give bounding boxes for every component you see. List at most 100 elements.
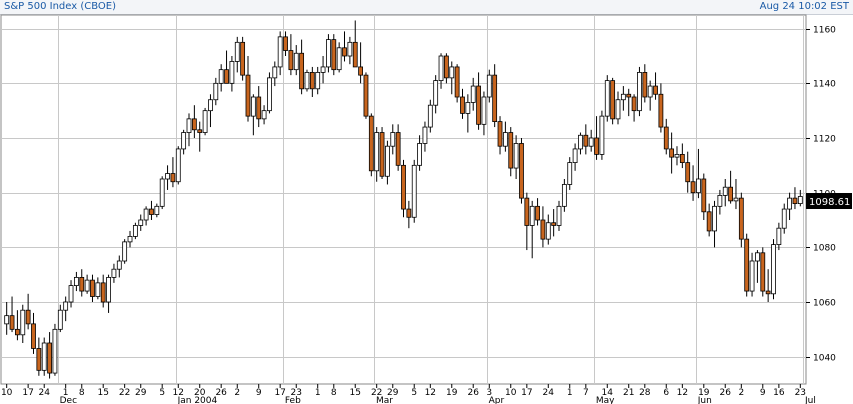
candle-body <box>116 260 122 270</box>
x-tick-label: 10 <box>1 388 13 398</box>
candle-body <box>513 143 519 169</box>
candle <box>529 200 535 259</box>
candle <box>588 129 594 152</box>
candle <box>712 200 717 248</box>
candle <box>433 75 439 114</box>
candle <box>679 143 685 169</box>
candle <box>696 148 701 199</box>
candle-body <box>143 208 149 221</box>
candle-body <box>583 134 589 147</box>
candle <box>658 83 664 133</box>
candle-body <box>331 39 337 71</box>
candle-body <box>443 55 449 79</box>
candle-body <box>299 52 305 90</box>
candle-body <box>540 219 546 240</box>
y-tick-label: 1160 <box>813 26 836 36</box>
candle <box>63 296 69 322</box>
x-tick-label: 2 <box>234 388 240 398</box>
candle <box>95 277 101 300</box>
candle <box>728 170 734 204</box>
candle <box>787 192 792 220</box>
candle-body <box>508 132 514 169</box>
candle <box>73 271 79 292</box>
candle <box>224 50 229 84</box>
candle <box>79 269 85 297</box>
candle-body <box>240 41 246 76</box>
x-tick-label: 24 <box>38 388 50 398</box>
candle <box>519 138 524 204</box>
candle-body <box>438 55 444 82</box>
candle <box>299 39 305 95</box>
candle <box>36 337 42 376</box>
candle-body <box>347 41 353 57</box>
candle <box>379 127 385 179</box>
candle-body <box>572 148 578 164</box>
candle-body <box>336 47 342 71</box>
candle <box>567 157 573 190</box>
candle-body <box>234 41 240 62</box>
candle-body <box>20 309 26 336</box>
last-value-marker: 1098.61 <box>806 193 852 209</box>
candle-body <box>476 85 481 125</box>
candle <box>497 116 503 155</box>
x-tick-label: 9 <box>256 388 262 398</box>
x-tick-label: 2 <box>738 388 744 398</box>
candle-body <box>272 66 278 79</box>
candle <box>191 105 197 138</box>
candle <box>738 192 744 248</box>
candle <box>470 77 476 111</box>
candle <box>197 121 203 152</box>
candle-body <box>132 225 138 237</box>
candle-body <box>31 323 36 349</box>
candle <box>304 69 310 92</box>
candle-body <box>111 268 117 278</box>
candle-body <box>620 93 626 101</box>
x-tick-label: 15 <box>350 388 361 398</box>
candle-body <box>642 72 648 98</box>
candle-body <box>73 276 79 286</box>
candle-body <box>363 74 369 117</box>
candle <box>674 146 680 166</box>
candle-body <box>175 148 181 183</box>
candle <box>250 94 256 136</box>
candle <box>653 72 658 100</box>
x-tick-label: 6 <box>663 388 669 398</box>
x-tick-label: 29 <box>135 388 147 398</box>
candle <box>368 113 374 177</box>
candle <box>422 121 428 152</box>
candle-body <box>181 132 187 150</box>
x-tick-label: 12 <box>173 388 184 398</box>
candle-body <box>186 118 192 133</box>
candle <box>797 189 803 207</box>
candle-body <box>41 342 47 371</box>
candle <box>556 200 562 231</box>
candle-body <box>776 227 782 245</box>
x-tick-label: 29 <box>387 388 399 398</box>
candle-body <box>797 196 803 205</box>
candle-body <box>551 222 557 226</box>
candle-body <box>781 208 787 229</box>
candle <box>406 200 412 229</box>
candle-body <box>556 205 562 226</box>
candle-body <box>250 96 256 117</box>
candle <box>722 179 728 207</box>
candle-body <box>218 69 224 84</box>
candle-body <box>701 178 707 213</box>
candle-body <box>288 50 294 71</box>
candle <box>540 206 546 248</box>
candle-body <box>604 80 610 117</box>
candle-body <box>202 110 208 133</box>
candle <box>202 107 208 136</box>
candle <box>561 179 567 212</box>
candle-body <box>4 315 10 325</box>
candle <box>417 135 422 171</box>
candle-body <box>690 181 696 194</box>
candle <box>100 274 106 308</box>
month-label: Mar <box>376 396 393 404</box>
candle <box>309 66 315 97</box>
candle <box>395 124 401 171</box>
candle-body <box>744 238 750 292</box>
candle-body <box>395 132 401 166</box>
month-label: Feb <box>285 396 301 404</box>
candle <box>283 31 288 56</box>
